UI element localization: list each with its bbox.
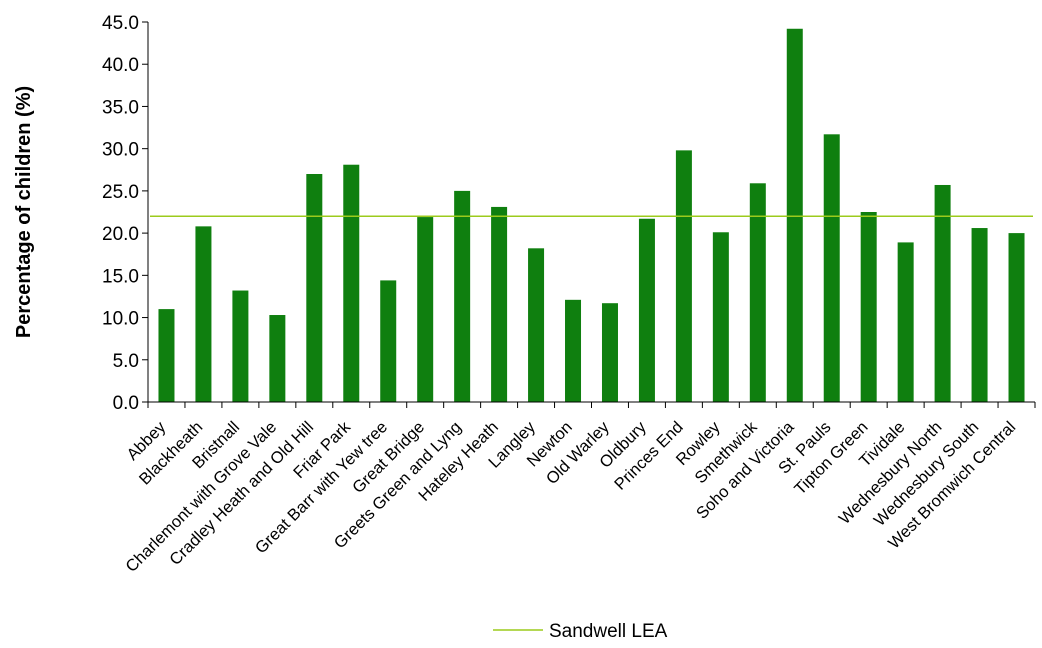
bar — [712, 232, 729, 402]
y-tick-label: 30.0 — [102, 140, 139, 161]
y-axis-ticks: 0.0 5.0 10.0 15.0 20.0 25.0 30.0 35.0 40.0 45.0 — [102, 13, 148, 414]
bar — [528, 248, 545, 402]
y-tick-label: 35.0 — [102, 97, 139, 118]
bar — [158, 309, 175, 402]
y-tick-label: 20.0 — [102, 224, 139, 245]
bars — [158, 28, 1025, 402]
bar — [601, 303, 618, 402]
bar — [491, 206, 508, 402]
y-tick-label: 15.0 — [102, 266, 139, 287]
bar — [565, 299, 582, 402]
y-axis-label-group: Percentage of children (%) — [13, 86, 35, 338]
y-tick-label: 0.0 — [113, 393, 139, 414]
bar — [860, 212, 877, 402]
bar — [380, 280, 397, 402]
bar — [749, 183, 766, 402]
bar — [823, 134, 840, 402]
legend-label: Sandwell LEA — [549, 621, 668, 642]
y-tick-label: 40.0 — [102, 55, 139, 76]
y-tick-label: 45.0 — [102, 13, 139, 34]
bar — [897, 242, 914, 402]
bar — [934, 184, 951, 402]
bar — [1008, 233, 1025, 402]
bar — [638, 218, 655, 402]
y-tick-label: 10.0 — [102, 309, 139, 330]
legend: Sandwell LEA — [493, 621, 668, 642]
y-axis-label: Percentage of children (%) — [13, 86, 35, 338]
bar — [343, 164, 360, 402]
bar — [675, 150, 692, 402]
bar — [269, 315, 286, 402]
bar — [195, 226, 212, 402]
y-tick-label: 25.0 — [102, 182, 139, 203]
bar — [417, 217, 434, 402]
bar — [971, 228, 988, 402]
bar — [306, 174, 323, 402]
bar — [786, 28, 803, 402]
bar — [454, 190, 471, 402]
y-tick-label: 5.0 — [113, 351, 139, 372]
bar — [232, 290, 249, 402]
